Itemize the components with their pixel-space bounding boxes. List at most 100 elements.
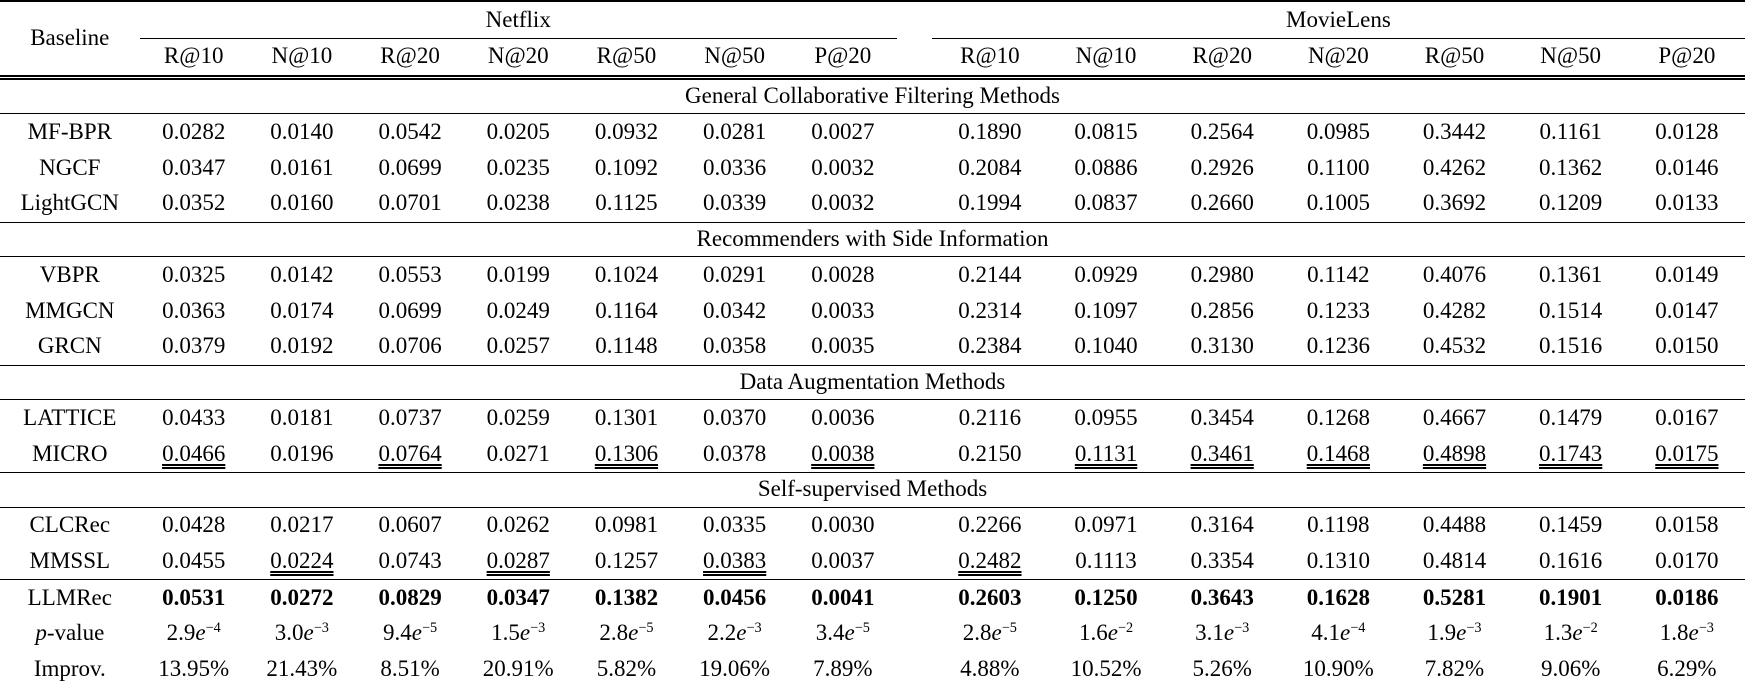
section-title: General Collaborative Filtering Methods bbox=[0, 77, 1745, 115]
method-row: MF-BPR 0.0282 0.0140 0.0542 0.0205 0.0932 0.02… bbox=[0, 114, 1745, 150]
metric-cell: 0.0128 bbox=[1655, 118, 1719, 144]
column-gap bbox=[896, 543, 932, 581]
second-best-underline: 0.0466 bbox=[162, 440, 226, 466]
metric-cell: 0.0325 bbox=[162, 261, 226, 287]
metric-cell: 0.0199 bbox=[486, 261, 550, 287]
metric-cell: 0.0147 bbox=[1655, 297, 1719, 323]
metric-cell: 0.0466 bbox=[139, 436, 248, 473]
method-label: p-value bbox=[35, 620, 105, 646]
metric-cell: 0.0379 bbox=[139, 328, 248, 366]
method-row: Improv. 13.95% 21.43% 8.51% 20.91% 5.82% 19.06… bbox=[0, 652, 1745, 683]
metric-cell: 0.0456 bbox=[703, 584, 767, 610]
metric-cell: 0.0837 bbox=[1047, 185, 1165, 223]
metric-cell: 0.0238 bbox=[464, 185, 573, 223]
group-header-row: Baseline Netflix MovieLens bbox=[0, 1, 1745, 80]
metric-cell: 0.0706 bbox=[355, 328, 465, 366]
metric-header: R@20 bbox=[1164, 38, 1281, 80]
metric-cell: 0.1040 bbox=[1047, 328, 1165, 366]
metric-cell: 0.1459 bbox=[1539, 512, 1603, 537]
metric-header: N@20 bbox=[464, 38, 573, 80]
metric-cell: 0.0217 bbox=[270, 512, 334, 537]
metric-cell: 0.1097 bbox=[1074, 297, 1138, 323]
metric-cell: 0.0335 bbox=[703, 512, 767, 537]
metric-cell: 0.1901 bbox=[1539, 584, 1603, 610]
metric-cell: 9.4e−5 bbox=[382, 620, 438, 646]
metric-cell: 0.0764 bbox=[355, 436, 465, 473]
metric-cell: 0.1257 bbox=[572, 543, 681, 581]
metric-cell: 0.0607 bbox=[378, 512, 442, 537]
metric-cell: 0.1361 bbox=[1539, 261, 1603, 287]
metric-header: P@20 bbox=[1628, 38, 1745, 80]
metric-cell: 0.2564 bbox=[1190, 118, 1254, 144]
metric-cell: 0.0032 bbox=[788, 185, 897, 223]
method-label: MMGCN bbox=[25, 297, 115, 323]
metric-cell: 0.0886 bbox=[1074, 154, 1138, 180]
second-best-underline: 0.1131 bbox=[1074, 440, 1138, 466]
metric-cell: 0.1209 bbox=[1512, 185, 1629, 223]
metric-cell: 4.1e−4 bbox=[1311, 620, 1366, 646]
method-row: NGCF 0.0347 0.0161 0.0699 0.0235 0.1092 0.0336… bbox=[0, 150, 1745, 186]
metric-cell: 0.1005 bbox=[1280, 185, 1397, 223]
metric-header: R@10 bbox=[139, 38, 248, 80]
column-gap bbox=[896, 185, 932, 223]
method-row: CLCRec 0.0428 0.0217 0.0607 0.0262 0.0981 0.03… bbox=[0, 507, 1745, 543]
metric-cell: 0.2660 bbox=[1164, 185, 1281, 223]
column-gap bbox=[897, 1, 932, 38]
metric-cell: 0.4282 bbox=[1422, 297, 1487, 323]
metric-header: N@10 bbox=[247, 38, 356, 80]
metric-header: R@50 bbox=[1396, 38, 1513, 80]
metric-cell: 0.0971 bbox=[1074, 512, 1138, 537]
metric-cell: 0.2150 bbox=[931, 436, 1048, 473]
metric-cell: 0.3164 bbox=[1190, 512, 1254, 537]
metric-cell: 0.1616 bbox=[1512, 543, 1629, 581]
metric-cell: 0.3454 bbox=[1190, 404, 1254, 430]
method-label: LLMRec bbox=[27, 584, 112, 610]
section-title: Recommenders with Side Information bbox=[0, 222, 1745, 258]
metric-cell: 0.0433 bbox=[162, 404, 226, 430]
second-best-underline: 0.0038 bbox=[811, 440, 875, 466]
second-best-underline: 0.3461 bbox=[1190, 440, 1254, 466]
metric-cell: 7.82% bbox=[1424, 656, 1485, 681]
metric-cell: 0.0358 bbox=[680, 328, 789, 366]
metric-cell: 0.1148 bbox=[572, 328, 681, 366]
metric-cell: 0.0150 bbox=[1628, 328, 1745, 366]
method-label: NGCF bbox=[39, 154, 101, 180]
metric-cell: 0.0235 bbox=[486, 154, 550, 180]
metric-cell: 0.2926 bbox=[1190, 154, 1254, 180]
method-label: LATTICE bbox=[23, 404, 117, 430]
metric-cell: 1.3e−2 bbox=[1543, 620, 1598, 646]
metric-cell: 0.0699 bbox=[378, 297, 442, 323]
metric-cell: 0.1743 bbox=[1512, 436, 1629, 473]
metric-cell: 19.06% bbox=[699, 656, 771, 681]
metric-cell: 0.0737 bbox=[378, 404, 442, 430]
method-label: Improv. bbox=[33, 656, 106, 681]
second-best-underline: 0.1468 bbox=[1306, 440, 1370, 466]
method-label: VBPR bbox=[39, 261, 100, 287]
metric-header: R@20 bbox=[355, 38, 465, 80]
section-title: Self-supervised Methods bbox=[0, 472, 1745, 508]
metric-cell: 0.2314 bbox=[958, 297, 1022, 323]
metric-cell: 0.0160 bbox=[247, 185, 356, 223]
metric-header: N@50 bbox=[680, 38, 789, 80]
metric-cell: 0.0929 bbox=[1074, 261, 1138, 287]
section-row: General Collaborative Filtering Methods bbox=[0, 77, 1745, 115]
metric-cell: 0.1100 bbox=[1307, 154, 1370, 180]
metric-cell: 0.1250 bbox=[1074, 584, 1138, 610]
metric-cell: 0.3461 bbox=[1164, 436, 1281, 473]
metric-cell: 0.0030 bbox=[811, 512, 875, 537]
metric-cell: 0.0271 bbox=[464, 436, 573, 473]
metric-cell: 0.4262 bbox=[1422, 154, 1487, 180]
second-best-underline: 0.1306 bbox=[594, 440, 659, 466]
metric-cell: 0.0342 bbox=[703, 297, 767, 323]
metric-cell: 0.0455 bbox=[139, 543, 248, 581]
metric-cell: 0.0699 bbox=[378, 154, 442, 180]
metric-cell: 0.0140 bbox=[270, 118, 334, 144]
metric-cell: 0.3354 bbox=[1164, 543, 1281, 581]
metric-cell: 0.0531 bbox=[162, 584, 226, 610]
metric-cell: 0.1306 bbox=[572, 436, 681, 473]
metric-cell: 4.88% bbox=[960, 656, 1020, 681]
metric-cell: 0.0186 bbox=[1655, 584, 1719, 610]
group-header-netflix: Netflix bbox=[139, 1, 897, 39]
section-row: Data Augmentation Methods bbox=[0, 365, 1745, 401]
second-best-underline: 0.0383 bbox=[703, 547, 767, 573]
